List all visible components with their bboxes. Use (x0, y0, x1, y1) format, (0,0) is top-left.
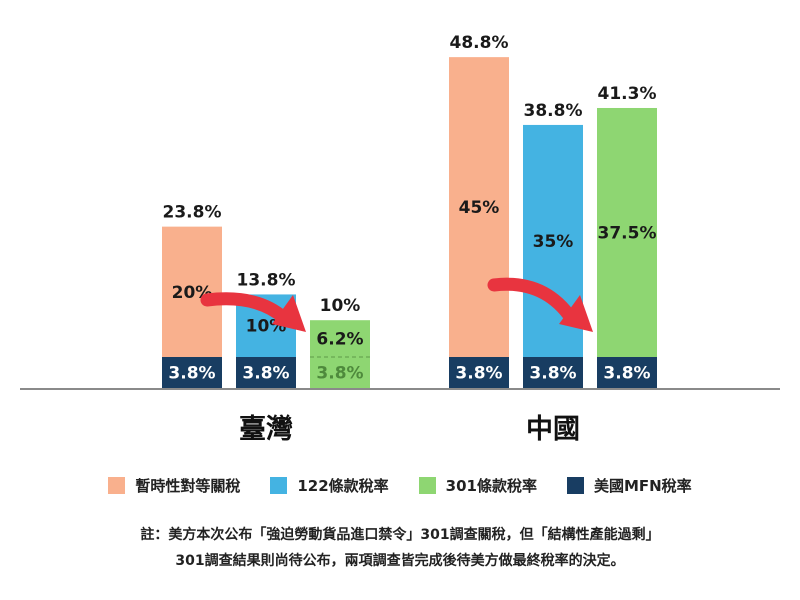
bar-total-label-g1-b1: 38.8% (524, 101, 583, 121)
legend-item-mfn: 美國MFN稅率 (566, 475, 692, 496)
arrow-shaft-0 (200, 292, 291, 325)
bar-top-segment-g1-b2 (597, 107, 657, 358)
bar-top-segment-g1-b0 (449, 57, 509, 358)
group-label-0: 臺灣 (239, 414, 293, 445)
arrow-head-1 (559, 295, 593, 332)
arrow-shaft-1 (487, 277, 578, 325)
bar-base-label-g1-b0: 3.8% (455, 364, 502, 384)
arrow-head-0 (272, 295, 306, 332)
bar-base-label-g0-b2: 3.8% (316, 364, 363, 384)
bar-top-label-g1-b0: 45% (459, 198, 500, 218)
footnote-line-1: 註：美方本次公布「強迫勞動貨品進口禁令」301調查關稅，但「結構性產能過剩」 (140, 527, 660, 543)
group-label-1: 中國 (526, 414, 580, 445)
legend-item-section-122: 122條款稅率 (270, 475, 389, 496)
legend-label-mfn: 美國MFN稅率 (593, 477, 692, 495)
bar-base-segment-g1-b2 (597, 357, 657, 388)
legend: 暫時性對等關稅 122條款稅率 301條款稅率 美國MFN稅率 (0, 475, 800, 496)
bar-base-segment-g0-b1 (236, 357, 296, 388)
bar-total-label-g0-b0: 23.8% (163, 203, 222, 223)
bar-total-label-g1-b0: 48.8% (450, 33, 509, 53)
bar-base-segment-g0-b0 (162, 357, 222, 388)
bar-base-label-g1-b2: 3.8% (603, 364, 650, 384)
bar-top-label-g1-b2: 37.5% (598, 223, 657, 243)
bar-base-segment-g0-b2 (310, 357, 370, 388)
bar-top-label-g0-b2: 6.2% (316, 330, 363, 350)
bar-base-label-g1-b1: 3.8% (529, 364, 576, 384)
bar-top-label-g1-b1: 35% (533, 232, 574, 252)
legend-label-reciprocal: 暫時性對等關稅 (135, 477, 241, 495)
legend-item-reciprocal-tariff: 暫時性對等關稅 (108, 475, 240, 496)
legend-swatch-301 (418, 477, 436, 494)
bar-base-segment-g1-b1 (523, 357, 583, 388)
legend-swatch-mfn (566, 477, 584, 494)
bar-base-segment-g1-b0 (449, 357, 509, 388)
legend-item-section-301: 301條款稅率 (418, 475, 537, 496)
legend-label-301: 301條款稅率 (445, 477, 537, 495)
legend-swatch-122 (270, 477, 288, 494)
bar-base-label-g0-b1: 3.8% (242, 364, 289, 384)
bar-total-label-g1-b2: 41.3% (598, 84, 657, 104)
footnote-line-2: 301調查結果則尚待公布，兩項調查皆完成後待美方做最終稅率的決定。 (175, 553, 625, 569)
bar-base-label-g0-b0: 3.8% (168, 364, 215, 384)
bar-total-label-g0-b1: 13.8% (237, 270, 296, 290)
bar-top-segment-g0-b2 (310, 320, 370, 357)
bar-total-label-g0-b2: 10% (320, 296, 361, 316)
legend-swatch-reciprocal (108, 477, 126, 494)
legend-label-122: 122條款稅率 (297, 477, 389, 495)
bar-top-segment-g0-b0 (162, 226, 222, 357)
